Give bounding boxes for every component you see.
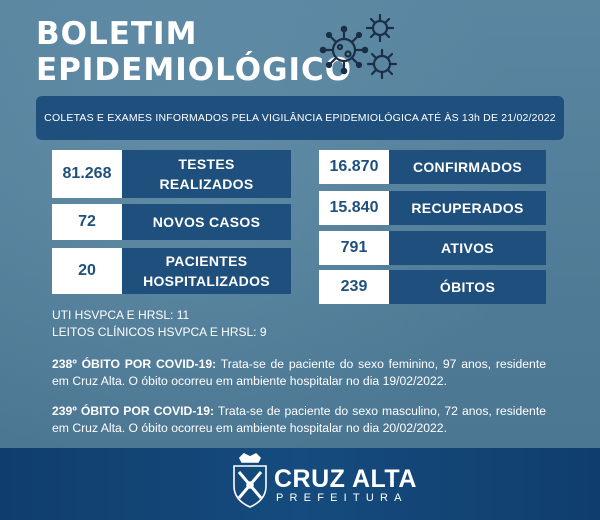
stat-value: 72	[52, 204, 122, 240]
stat-value: 791	[319, 231, 389, 265]
stat-label: PACIENTES HOSPITALIZADOS	[122, 248, 291, 294]
stat-label-line2: HOSPITALIZADOS	[143, 273, 270, 289]
death-heading: 239º ÓBITO POR COVID-19:	[52, 404, 215, 418]
title-line-1: BOLETIM	[36, 16, 198, 52]
uti-line-1: UTI HSVPCA E HRSL: 11	[52, 308, 190, 322]
stat-value: 15.840	[319, 191, 389, 225]
stat-label: RECUPERADOS	[389, 191, 546, 225]
stat-label-line1: PACIENTES	[165, 253, 248, 269]
stat-label-line2: REALIZADOS	[159, 176, 254, 192]
stat-testes-realizados: 81.268 TESTES REALIZADOS	[52, 150, 291, 198]
uti-info: UTI HSVPCA E HRSL: 11 LEITOS CLÍNICOS HS…	[52, 307, 267, 341]
stat-novos-casos: 72 NOVOS CASOS	[52, 204, 291, 240]
brand-name: CRUZ ALTA	[274, 465, 417, 493]
stat-recuperados: 15.840 RECUPERADOS	[319, 191, 546, 225]
stat-value: 239	[319, 270, 389, 304]
stat-label: NOVOS CASOS	[122, 204, 291, 240]
stat-label: ÓBITOS	[389, 270, 546, 304]
footer-bar	[0, 448, 600, 520]
virus-icon	[319, 13, 398, 80]
brand-subtitle: PREFEITURA	[276, 492, 408, 504]
stat-ativos: 791 ATIVOS	[319, 231, 546, 265]
info-banner: COLETAS E EXAMES INFORMADOS PELA VIGILÂN…	[36, 96, 564, 140]
stat-label: TESTES REALIZADOS	[122, 150, 291, 198]
stat-confirmados: 16.870 CONFIRMADOS	[319, 150, 546, 184]
death-text: Trata-se de paciente do sexo masculino, …	[52, 404, 546, 435]
stat-label: CONFIRMADOS	[389, 150, 546, 184]
death-text: Trata-se de paciente do sexo feminino, 9…	[52, 357, 546, 388]
stat-pacientes-hospitalizados: 20 PACIENTES HOSPITALIZADOS	[52, 248, 291, 294]
death-notice-238: 238º ÓBITO POR COVID-19: Trata-se de pac…	[52, 356, 546, 390]
uti-line-2: LEITOS CLÍNICOS HSVPCA E HRSL: 9	[52, 325, 267, 339]
title-line-2: EPIDEMIOLÓGICO	[36, 52, 353, 88]
death-heading: 238º ÓBITO POR COVID-19:	[52, 357, 217, 371]
stat-obitos: 239 ÓBITOS	[319, 270, 546, 304]
stat-label-line1: TESTES	[178, 156, 235, 172]
stat-value: 20	[52, 248, 122, 294]
death-notice-239: 239º ÓBITO POR COVID-19: Trata-se de pac…	[52, 403, 546, 437]
page-title: BOLETIM EPIDEMIOLÓGICO	[36, 16, 352, 88]
stat-label: ATIVOS	[389, 231, 546, 265]
coat-of-arms-icon	[233, 453, 267, 508]
stat-value: 81.268	[52, 150, 122, 198]
stat-value: 16.870	[319, 150, 389, 184]
